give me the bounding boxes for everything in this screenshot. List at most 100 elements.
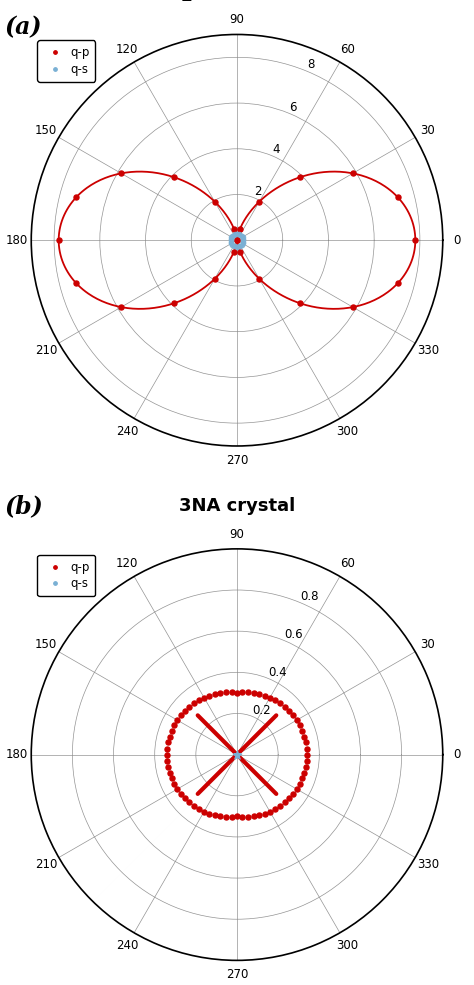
Point — [170, 296, 178, 311]
Point — [228, 230, 235, 245]
Point — [190, 695, 198, 711]
Point — [266, 804, 273, 820]
Point — [296, 717, 303, 733]
Point — [217, 685, 224, 700]
Point — [238, 228, 246, 243]
Point — [168, 770, 175, 786]
Point — [171, 776, 178, 792]
Point — [222, 809, 230, 824]
Point — [171, 717, 178, 733]
Point — [235, 227, 242, 242]
Point — [238, 236, 246, 252]
Point — [168, 723, 175, 739]
Point — [228, 685, 236, 700]
Point — [349, 299, 356, 315]
Point — [233, 232, 241, 248]
Point — [237, 238, 244, 254]
Point — [166, 729, 173, 745]
Point — [233, 232, 241, 248]
Point — [228, 235, 235, 251]
Point — [164, 758, 172, 774]
Point — [181, 791, 189, 807]
Point — [281, 699, 289, 715]
Point — [206, 688, 213, 703]
Point — [233, 238, 241, 254]
Point — [227, 234, 235, 250]
Point — [237, 227, 244, 242]
Point — [164, 753, 171, 768]
Point — [296, 296, 304, 311]
Point — [296, 776, 303, 792]
Point — [271, 692, 279, 708]
Point — [211, 271, 219, 287]
Point — [261, 688, 268, 703]
Point — [222, 685, 230, 700]
Point — [185, 699, 193, 715]
Point — [230, 221, 237, 236]
Point — [233, 226, 241, 241]
Point — [201, 690, 208, 705]
Point — [303, 753, 310, 768]
Point — [303, 747, 311, 762]
Point — [163, 747, 171, 762]
Point — [302, 735, 310, 751]
Point — [73, 276, 80, 292]
Point — [239, 230, 247, 246]
Point — [195, 692, 203, 708]
Legend: q-p, q-s: q-p, q-s — [37, 40, 95, 82]
Point — [394, 189, 401, 205]
Point — [238, 809, 246, 824]
Point — [118, 165, 125, 181]
Point — [239, 234, 247, 250]
Point — [228, 809, 236, 824]
Point — [227, 230, 235, 246]
Point — [301, 729, 308, 745]
Point — [266, 690, 273, 705]
Point — [281, 795, 289, 811]
Point — [271, 801, 279, 817]
Point — [232, 227, 239, 242]
Text: (b): (b) — [5, 494, 44, 518]
Point — [230, 244, 237, 260]
Point — [255, 194, 263, 210]
Point — [239, 230, 246, 245]
Point — [244, 809, 252, 824]
Point — [211, 194, 219, 210]
Point — [201, 804, 208, 820]
Point — [285, 703, 293, 719]
Point — [261, 806, 268, 821]
Point — [276, 695, 284, 711]
Point — [230, 227, 237, 242]
Point — [276, 798, 284, 814]
Point — [301, 764, 308, 780]
Point — [228, 228, 236, 243]
Point — [289, 707, 297, 723]
Point — [299, 770, 306, 786]
Point — [230, 238, 237, 254]
Point — [233, 685, 241, 700]
Point — [237, 244, 244, 260]
Point — [250, 809, 257, 824]
Point — [255, 808, 263, 823]
Point — [164, 735, 172, 751]
Point — [296, 169, 304, 185]
Legend: q-p, q-s: q-p, q-s — [37, 555, 95, 596]
Point — [250, 685, 257, 700]
Title: 3NA crystal: 3NA crystal — [179, 497, 295, 515]
Point — [237, 221, 244, 236]
Point — [118, 299, 125, 315]
Point — [394, 276, 401, 292]
Point — [289, 786, 297, 802]
Point — [164, 741, 171, 756]
Point — [302, 758, 310, 774]
Point — [233, 747, 241, 762]
Point — [255, 687, 263, 702]
Point — [303, 741, 310, 756]
Point — [166, 764, 173, 780]
Point — [228, 236, 236, 252]
Point — [181, 703, 189, 719]
Point — [195, 801, 203, 817]
Point — [299, 723, 306, 739]
Point — [411, 232, 419, 248]
Point — [255, 271, 263, 287]
